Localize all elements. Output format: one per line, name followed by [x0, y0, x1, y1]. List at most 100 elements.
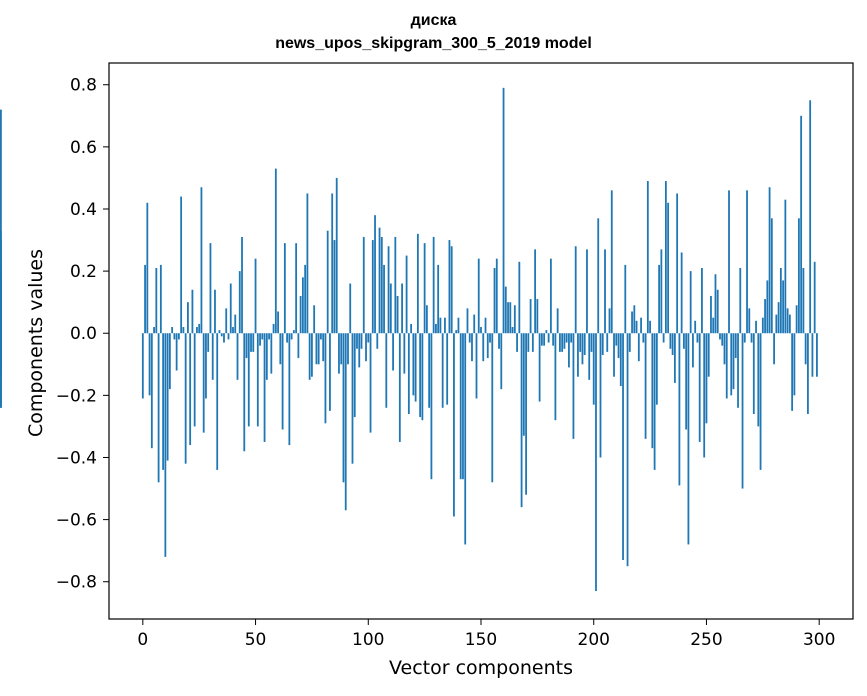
bar: [750, 333, 753, 343]
bar: [146, 202, 149, 334]
bar: [559, 333, 561, 352]
bar: [800, 115, 803, 334]
bar: [457, 317, 460, 334]
bar: [353, 333, 356, 418]
bar: [177, 333, 180, 340]
bar: [590, 333, 593, 352]
chart-title: диска: [410, 12, 457, 29]
bar: [446, 333, 449, 405]
bar: [365, 333, 367, 362]
bar: [376, 333, 379, 349]
bar: [439, 317, 442, 334]
bar: [435, 323, 437, 334]
x-tick-label: 0: [137, 630, 148, 650]
bar: [807, 333, 809, 414]
bar: [531, 333, 534, 352]
bar: [462, 333, 464, 480]
bar: [673, 333, 676, 383]
bar: [398, 333, 401, 442]
bar: [588, 333, 591, 380]
bar: [304, 264, 307, 334]
bar: [802, 268, 805, 334]
bar: [344, 333, 347, 511]
bar: [597, 218, 600, 334]
bar: [459, 333, 462, 480]
bar: [299, 295, 302, 334]
bar: [723, 333, 726, 365]
bar: [651, 333, 654, 449]
bar: [392, 333, 394, 371]
bar: [689, 271, 692, 334]
bar: [491, 333, 494, 483]
bar: [797, 218, 800, 334]
bar: [234, 314, 237, 334]
bar: [721, 333, 724, 346]
bar: [743, 333, 746, 343]
bar: [464, 333, 467, 545]
bar: [757, 333, 760, 427]
bar: [741, 333, 744, 489]
bar: [428, 333, 431, 408]
bar: [164, 333, 167, 557]
bar: [362, 236, 365, 334]
bar: [211, 333, 214, 380]
y-tick-label: −0.2: [56, 386, 97, 406]
bar: [570, 333, 573, 343]
bar: [171, 327, 174, 334]
bar: [662, 333, 665, 343]
bar: [615, 333, 618, 346]
bar: [705, 333, 708, 424]
bar: [419, 333, 422, 418]
bar: [405, 255, 408, 334]
bar: [315, 333, 318, 365]
bar: [218, 330, 221, 334]
bar: [407, 333, 410, 414]
bar: [568, 333, 570, 368]
bar: [779, 268, 782, 334]
bar: [268, 333, 270, 340]
bar: [552, 333, 555, 346]
bar: [732, 333, 735, 390]
bar: [286, 333, 289, 343]
bar: [782, 280, 785, 334]
bar: [746, 190, 748, 334]
bar: [189, 333, 192, 446]
plot-frame: [108, 62, 854, 620]
bar: [676, 193, 679, 334]
bar: [761, 317, 764, 334]
bar: [692, 333, 694, 368]
bar: [245, 333, 248, 359]
bar: [529, 299, 532, 334]
y-tick-label: 0.8: [70, 76, 97, 96]
bar: [599, 333, 602, 458]
bar: [288, 333, 291, 446]
bar: [292, 330, 295, 334]
bar: [243, 333, 246, 452]
bar: [0, 333, 2, 408]
bar: [209, 243, 212, 334]
x-tick-label: 150: [465, 630, 497, 650]
x-tick-label: 100: [352, 630, 384, 650]
bar: [236, 333, 239, 380]
bar: [371, 240, 374, 334]
bar: [378, 227, 381, 334]
y-axis-label: Components values: [25, 248, 47, 438]
bar: [214, 289, 216, 334]
bar: [238, 271, 241, 334]
bar: [450, 246, 453, 334]
y-tick-label: 0.0: [70, 324, 97, 344]
bar: [338, 333, 340, 374]
bar: [561, 333, 564, 352]
bar: [412, 333, 415, 396]
bar: [471, 333, 473, 362]
bar: [493, 268, 496, 334]
bar: [340, 333, 343, 365]
bar: [678, 333, 681, 486]
bar: [437, 264, 440, 334]
bar: [764, 299, 766, 334]
bar: [604, 249, 606, 334]
bar: [414, 333, 417, 402]
bar: [775, 314, 778, 334]
bar: [495, 258, 498, 334]
bar: [423, 243, 426, 334]
